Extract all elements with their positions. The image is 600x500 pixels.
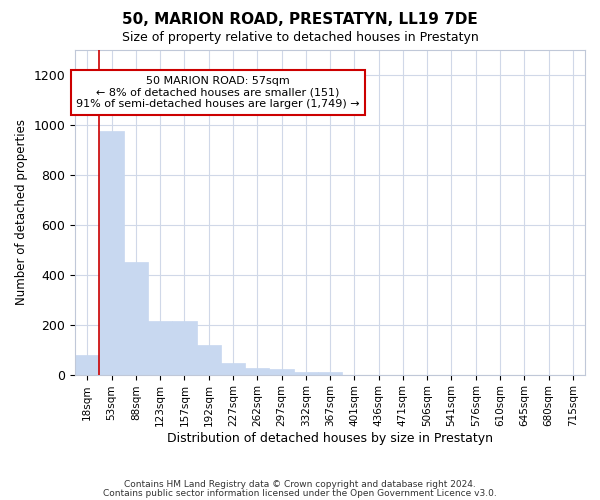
Bar (100, 131, 124, 374)
Bar (245, 368, 269, 374)
Bar (124, 262, 148, 374)
Y-axis label: Number of detached properties: Number of detached properties (15, 120, 28, 306)
Bar (269, 369, 293, 374)
Text: Contains public sector information licensed under the Open Government Licence v3: Contains public sector information licen… (103, 489, 497, 498)
X-axis label: Distribution of detached houses by size in Prestatyn: Distribution of detached houses by size … (167, 432, 493, 445)
Bar (75, 354, 100, 374)
Text: 50 MARION ROAD: 57sqm
← 8% of detached houses are smaller (151)
91% of semi-deta: 50 MARION ROAD: 57sqm ← 8% of detached h… (76, 76, 360, 109)
Text: Contains HM Land Registry data © Crown copyright and database right 2024.: Contains HM Land Registry data © Crown c… (124, 480, 476, 489)
Bar (221, 362, 245, 374)
Bar (318, 372, 342, 374)
Bar (293, 372, 318, 374)
Text: 50, MARION ROAD, PRESTATYN, LL19 7DE: 50, MARION ROAD, PRESTATYN, LL19 7DE (122, 12, 478, 28)
Bar (197, 344, 221, 374)
Text: Size of property relative to detached houses in Prestatyn: Size of property relative to detached ho… (122, 31, 478, 44)
Bar (172, 321, 197, 374)
Bar (148, 321, 172, 374)
